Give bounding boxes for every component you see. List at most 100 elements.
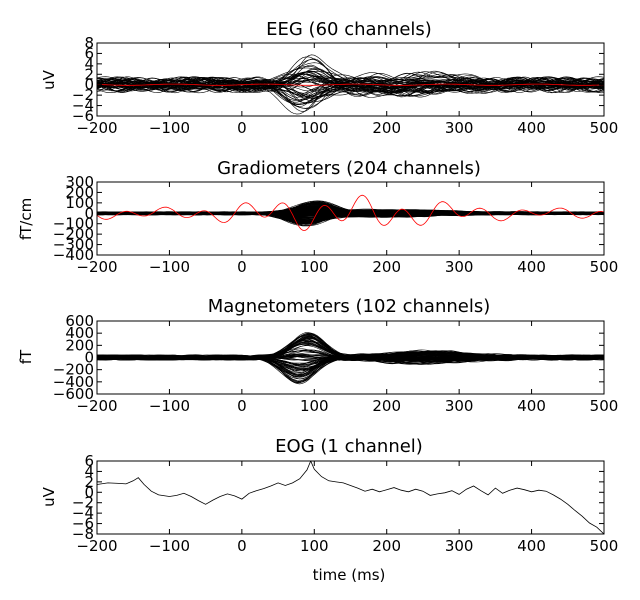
grad-axes-frame [96, 181, 605, 256]
x-tick-label: 300 [445, 258, 474, 276]
channel-trace [97, 78, 604, 98]
y-tick-label: 2 [84, 65, 94, 83]
x-tick-label: 400 [517, 397, 546, 415]
panel-magnetometers: Magnetometers (102 channels) fT −200 −100… [17, 296, 618, 415]
mag-title: Magnetometers (102 channels) [208, 296, 491, 317]
x-tick-label: 100 [300, 119, 329, 137]
x-tick-label: 0 [237, 258, 247, 276]
x-tick-label: 300 [445, 537, 474, 555]
x-tick-label: 200 [372, 537, 401, 555]
x-tick-label: 0 [237, 397, 247, 415]
channel-trace [97, 54, 604, 93]
channel-trace [97, 334, 604, 360]
y-tick-label: 200 [65, 336, 94, 354]
y-tick-label: −400 [53, 373, 94, 391]
y-tick-label: −200 [53, 225, 94, 243]
channel-trace [97, 71, 604, 98]
x-tick-label: 500 [590, 258, 619, 276]
y-tick-label: 0 [84, 349, 94, 367]
mag-traces [97, 332, 604, 385]
x-tick-label: 200 [372, 119, 401, 137]
x-tick-label: 400 [517, 537, 546, 555]
mag-axis-ticks: −200 −100 0 100 200 300 400 500−600−400−2000200… [53, 312, 619, 415]
x-tick-label: −100 [149, 258, 190, 276]
eeg-axes-frame [96, 42, 605, 117]
x-tick-label: 200 [372, 258, 401, 276]
channel-trace [97, 340, 604, 365]
x-tick-label: 0 [237, 537, 247, 555]
y-tick-label: 0 [84, 204, 94, 222]
eog-axes-frame [96, 460, 605, 535]
channel-trace [97, 210, 604, 215]
x-tick-label: 500 [590, 537, 619, 555]
x-tick-label: −200 [76, 119, 117, 137]
x-tick-label: −200 [76, 537, 117, 555]
y-tick-label: −8 [72, 525, 94, 543]
eog-xlabel: time (ms) [313, 566, 386, 584]
channel-trace [97, 343, 604, 360]
x-tick-label: 500 [590, 119, 619, 137]
panel-eeg: EEG (60 channels) uV −200 −100 0 100 200 300 4… [40, 19, 618, 137]
y-tick-label: −300 [53, 236, 94, 254]
y-tick-label: −400 [53, 246, 94, 264]
y-tick-label: −4 [72, 97, 94, 115]
x-tick-label: 100 [300, 397, 329, 415]
x-tick-label: −100 [149, 119, 190, 137]
x-tick-label: 500 [590, 397, 619, 415]
y-tick-label: −100 [53, 215, 94, 233]
channel-trace [97, 77, 604, 101]
y-tick-label: 4 [84, 462, 94, 480]
x-tick-label: −200 [76, 397, 117, 415]
y-tick-label: 6 [84, 452, 94, 470]
x-tick-label: 400 [517, 119, 546, 137]
y-tick-label: −2 [72, 494, 94, 512]
grad-title: Gradiometers (204 channels) [217, 158, 481, 179]
panel-eog: EOG (1 channel) uV −200 −100 0 100 200 300 400… [40, 436, 618, 584]
grad-traces [97, 194, 604, 231]
mag-axes-frame [96, 320, 605, 395]
channel-trace [97, 205, 604, 216]
x-tick-label: 100 [300, 537, 329, 555]
y-tick-label: −6 [72, 515, 94, 533]
series-line-eog [97, 461, 604, 534]
y-tick-label: 300 [65, 173, 94, 191]
channel-trace [97, 67, 604, 97]
x-tick-label: 300 [445, 119, 474, 137]
x-tick-label: 400 [517, 258, 546, 276]
mag-ylabel: fT [17, 349, 35, 364]
x-tick-label: 100 [300, 258, 329, 276]
x-tick-label: −200 [76, 258, 117, 276]
y-tick-label: 8 [84, 34, 94, 52]
grad-ylabel: fT/cm [17, 198, 35, 240]
eog-ylabel: uV [40, 486, 58, 507]
channel-trace [97, 350, 604, 376]
y-tick-label: −2 [72, 86, 94, 104]
eog-traces [97, 461, 604, 534]
eeg-traces [97, 54, 604, 115]
panel-gradiometers: Gradiometers (204 channels) fT/cm −200 −1… [17, 158, 618, 276]
highlighted-channel-trace [97, 194, 604, 231]
eog-title: EOG (1 channel) [275, 436, 423, 457]
y-tick-label: 2 [84, 473, 94, 491]
x-tick-label: −100 [149, 397, 190, 415]
y-tick-label: 100 [65, 194, 94, 212]
grad-axis-ticks: −200 −100 0 100 200 300 400 500−400−300−200−100… [53, 173, 619, 276]
y-tick-label: −4 [72, 504, 94, 522]
y-tick-label: 400 [65, 324, 94, 342]
y-tick-label: 6 [84, 44, 94, 62]
x-tick-label: 200 [372, 397, 401, 415]
y-tick-label: 0 [84, 483, 94, 501]
y-tick-label: 0 [84, 76, 94, 94]
highlighted-channel-trace [97, 83, 604, 86]
y-tick-label: −200 [53, 361, 94, 379]
channel-trace [97, 353, 604, 361]
eeg-ylabel: uV [40, 69, 58, 90]
y-tick-label: 4 [84, 55, 94, 73]
y-tick-label: −6 [72, 107, 94, 125]
y-tick-label: 200 [65, 183, 94, 201]
x-tick-label: −100 [149, 537, 190, 555]
channel-trace [97, 58, 604, 96]
